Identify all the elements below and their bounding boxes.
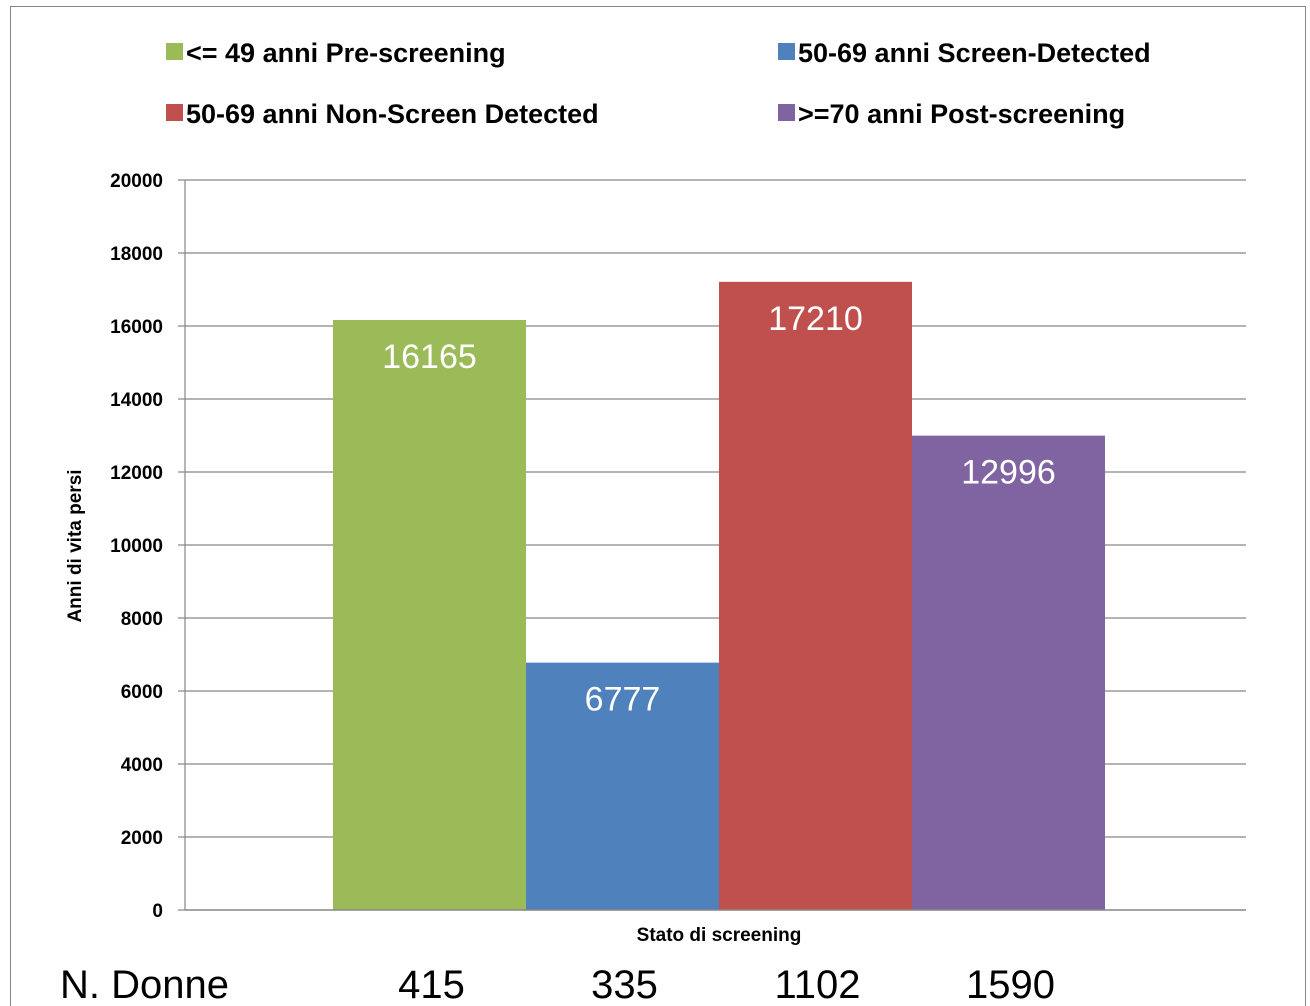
data-label: 16165 xyxy=(382,338,477,376)
legend-swatch xyxy=(166,104,183,121)
bar xyxy=(912,435,1105,910)
legend-swatch xyxy=(778,104,795,121)
data-label: 12996 xyxy=(961,454,1056,492)
y-axis-ticks: 0 2000 4000 6000 8000 10000 12000 14000 16000 180… xyxy=(110,171,163,922)
y-tick-label: 12000 xyxy=(110,463,163,484)
footer-counts: 415 335 1102 1590 xyxy=(398,963,1055,1006)
footer-count: 1590 xyxy=(966,963,1055,1006)
data-label: 6777 xyxy=(585,681,661,719)
y-tick-label: 8000 xyxy=(121,609,163,630)
x-axis-title: Stato di screening xyxy=(637,925,802,946)
legend-label: <= 49 anni Pre-screening xyxy=(186,38,506,68)
legend-swatch xyxy=(778,43,795,60)
legend-label: >=70 anni Post-screening xyxy=(798,99,1125,129)
y-tick-label: 0 xyxy=(152,901,163,922)
bar xyxy=(526,662,719,910)
y-tick-label: 14000 xyxy=(110,390,163,411)
footer-count: 1102 xyxy=(774,963,860,1006)
chart-frame xyxy=(10,6,1306,1006)
y-tick-label: 16000 xyxy=(110,317,163,338)
data-labels: 16165 6777 17210 12996 xyxy=(382,300,1056,719)
y-tick-label: 4000 xyxy=(121,755,163,776)
footer-count: 415 xyxy=(398,963,465,1006)
data-label: 17210 xyxy=(768,300,863,338)
y-tick-label: 20000 xyxy=(110,171,163,192)
y-axis-title: Anni di vita persi xyxy=(65,469,86,622)
legend: <= 49 anni Pre-screening 50-69 anni Scree… xyxy=(166,38,1151,129)
y-tick-label: 6000 xyxy=(121,682,163,703)
footer-count: 335 xyxy=(591,963,658,1006)
footer-label: N. Donne xyxy=(60,963,229,1006)
legend-label: 50-69 anni Non-Screen Detected xyxy=(186,99,599,129)
bars xyxy=(333,281,1105,911)
bar xyxy=(719,281,912,911)
y-tick-label: 2000 xyxy=(121,828,163,849)
bar xyxy=(333,319,526,910)
y-tick-label: 18000 xyxy=(110,244,163,265)
y-tick-label: 10000 xyxy=(110,536,163,557)
legend-swatch xyxy=(166,43,183,60)
legend-label: 50-69 anni Screen-Detected xyxy=(798,38,1151,68)
